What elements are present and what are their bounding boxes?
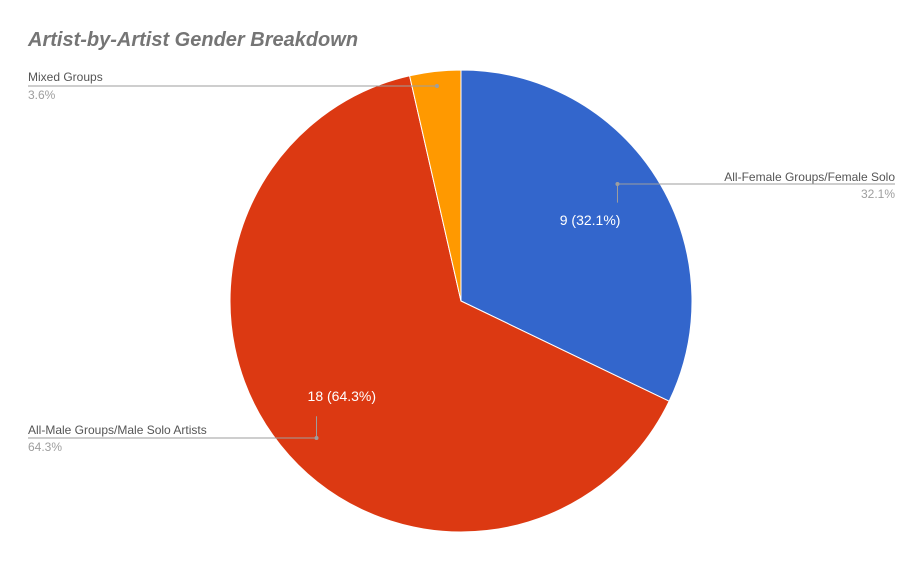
slice-percent-label: 64.3% <box>28 440 62 454</box>
chart-title: Artist-by-Artist Gender Breakdown <box>28 29 359 51</box>
leader-dot <box>615 182 620 186</box>
slice-percent-label: 32.1% <box>861 187 895 201</box>
slice-value-label: 18 (64.3%) <box>308 388 376 404</box>
slice-category-label: All-Female Groups/Female Solo <box>724 170 895 184</box>
slice-value-label: 9 (32.1%) <box>560 212 621 228</box>
leader-dot <box>434 84 439 88</box>
pie-slice-mixed-groups <box>408 69 462 302</box>
pie-slice-all-male-groups-male-solo-artists <box>229 75 670 533</box>
slice-percent-label: 3.6% <box>28 88 56 102</box>
pie-slice-all-female-groups-female-solo <box>460 69 693 402</box>
slice-category-label: Mixed Groups <box>28 70 103 84</box>
leader-dot <box>314 436 319 440</box>
slice-category-label: All-Male Groups/Male Solo Artists <box>28 423 207 437</box>
